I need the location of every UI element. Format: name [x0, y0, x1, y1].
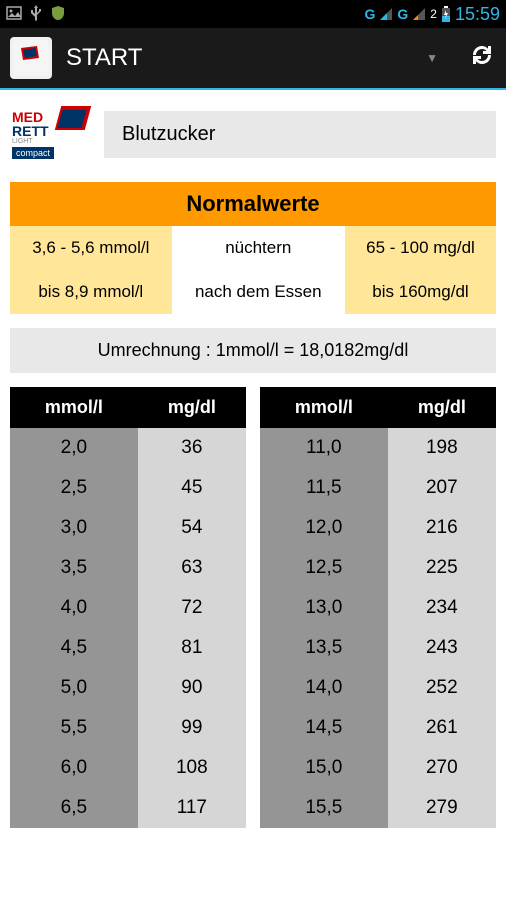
table-header-mgdl: mg/dl [388, 387, 496, 428]
table-row: 6,0108 [10, 748, 246, 788]
clock: 15:59 [455, 4, 500, 25]
cell-condition: nüchtern [172, 226, 345, 270]
usb-icon [30, 4, 42, 25]
cell-mmol: 6,0 [10, 748, 138, 788]
status-bar: G G 2 15:59 [0, 0, 506, 28]
cell-mgdl: bis 160mg/dl [345, 270, 496, 314]
table-row: 6,5117 [10, 788, 246, 828]
table-row: 3,6 - 5,6 mmol/lnüchtern65 - 100 mg/dl [10, 226, 496, 270]
network-g-1: G [364, 6, 375, 22]
cell-mgdl: 81 [138, 628, 246, 668]
cell-mgdl: 270 [388, 748, 496, 788]
cell-mgdl: 279 [388, 788, 496, 828]
cell-mmol: 5,5 [10, 708, 138, 748]
cell-mmol: 11,0 [260, 428, 388, 468]
cell-mmol: 2,5 [10, 468, 138, 508]
table-row: 4,072 [10, 588, 246, 628]
cell-mgdl: 252 [388, 668, 496, 708]
table-row: bis 8,9 mmol/lnach dem Essenbis 160mg/dl [10, 270, 496, 314]
signal-icon-2 [412, 7, 426, 21]
cell-mgdl: 72 [138, 588, 246, 628]
cell-mmol: 3,5 [10, 548, 138, 588]
cell-mgdl: 198 [388, 428, 496, 468]
cell-mgdl: 65 - 100 mg/dl [345, 226, 496, 270]
table-row: 14,5261 [260, 708, 496, 748]
app-title: START [66, 44, 142, 72]
table-row: 15,5279 [260, 788, 496, 828]
cell-mgdl: 216 [388, 508, 496, 548]
refresh-icon[interactable] [468, 41, 496, 76]
cell-mmol: 13,5 [260, 628, 388, 668]
table-header-mgdl: mg/dl [138, 387, 246, 428]
cell-mgdl: 207 [388, 468, 496, 508]
table-row: 11,5207 [260, 468, 496, 508]
cell-mmol: 14,0 [260, 668, 388, 708]
logo-text-1: MED [12, 110, 43, 124]
cell-mmol: 15,0 [260, 748, 388, 788]
cell-mmol: 13,0 [260, 588, 388, 628]
conversion-table-left: mmol/l mg/dl 2,0362,5453,0543,5634,0724,… [10, 387, 246, 828]
cell-mgdl: 261 [388, 708, 496, 748]
table-row: 13,5243 [260, 628, 496, 668]
cell-mmol: 2,0 [10, 428, 138, 468]
cell-mmol: 4,0 [10, 588, 138, 628]
cell-mmol: 12,5 [260, 548, 388, 588]
normal-values-header: Normalwerte [10, 182, 496, 226]
cell-mmol: 12,0 [260, 508, 388, 548]
cell-mgdl: 99 [138, 708, 246, 748]
content-area: MED RETT LIGHT compact Blutzucker Normal… [0, 90, 506, 842]
app-icon[interactable] [10, 37, 52, 79]
cell-mgdl: 45 [138, 468, 246, 508]
cell-mgdl: 108 [138, 748, 246, 788]
battery-level: 2 [430, 7, 437, 21]
cell-mgdl: 225 [388, 548, 496, 588]
cell-mmol: 15,5 [260, 788, 388, 828]
cell-mmol: 14,5 [260, 708, 388, 748]
signal-icon-1 [379, 7, 393, 21]
table-row: 13,0234 [260, 588, 496, 628]
table-row: 12,0216 [260, 508, 496, 548]
cell-mmol: 3,0 [10, 508, 138, 548]
conversion-table-right: mmol/l mg/dl 11,019811,520712,021612,522… [260, 387, 496, 828]
battery-icon [441, 6, 451, 22]
cell-mmol: 6,5 [10, 788, 138, 828]
shield-icon [50, 5, 66, 24]
image-icon [6, 5, 22, 24]
table-row: 2,036 [10, 428, 246, 468]
page-title: Blutzucker [104, 111, 496, 158]
table-row: 3,563 [10, 548, 246, 588]
table-row: 11,0198 [260, 428, 496, 468]
cell-mmol: 3,6 - 5,6 mmol/l [10, 226, 172, 270]
cell-mmol: 11,5 [260, 468, 388, 508]
cell-mgdl: 243 [388, 628, 496, 668]
table-row: 5,599 [10, 708, 246, 748]
action-bar: START ▼ [0, 28, 506, 90]
table-row: 14,0252 [260, 668, 496, 708]
logo-badge: compact [12, 147, 54, 159]
table-row: 12,5225 [260, 548, 496, 588]
logo: MED RETT LIGHT compact [10, 104, 90, 164]
conversion-note: Umrechnung : 1mmol/l = 18,0182mg/dl [10, 328, 496, 373]
cell-mgdl: 234 [388, 588, 496, 628]
table-row: 5,090 [10, 668, 246, 708]
table-header-mmol: mmol/l [10, 387, 138, 428]
table-row: 3,054 [10, 508, 246, 548]
cell-mmol: 4,5 [10, 628, 138, 668]
cell-mgdl: 90 [138, 668, 246, 708]
cell-mgdl: 117 [138, 788, 246, 828]
dropdown-icon[interactable]: ▼ [426, 51, 438, 65]
logo-text-2: RETT [12, 124, 49, 138]
normal-values-table: 3,6 - 5,6 mmol/lnüchtern65 - 100 mg/dlbi… [10, 226, 496, 314]
table-header-mmol: mmol/l [260, 387, 388, 428]
cell-mgdl: 54 [138, 508, 246, 548]
table-row: 15,0270 [260, 748, 496, 788]
cell-mgdl: 63 [138, 548, 246, 588]
cell-mmol: bis 8,9 mmol/l [10, 270, 172, 314]
cell-condition: nach dem Essen [172, 270, 345, 314]
table-row: 4,581 [10, 628, 246, 668]
table-row: 2,545 [10, 468, 246, 508]
cell-mmol: 5,0 [10, 668, 138, 708]
network-g-2: G [397, 6, 408, 22]
cell-mgdl: 36 [138, 428, 246, 468]
